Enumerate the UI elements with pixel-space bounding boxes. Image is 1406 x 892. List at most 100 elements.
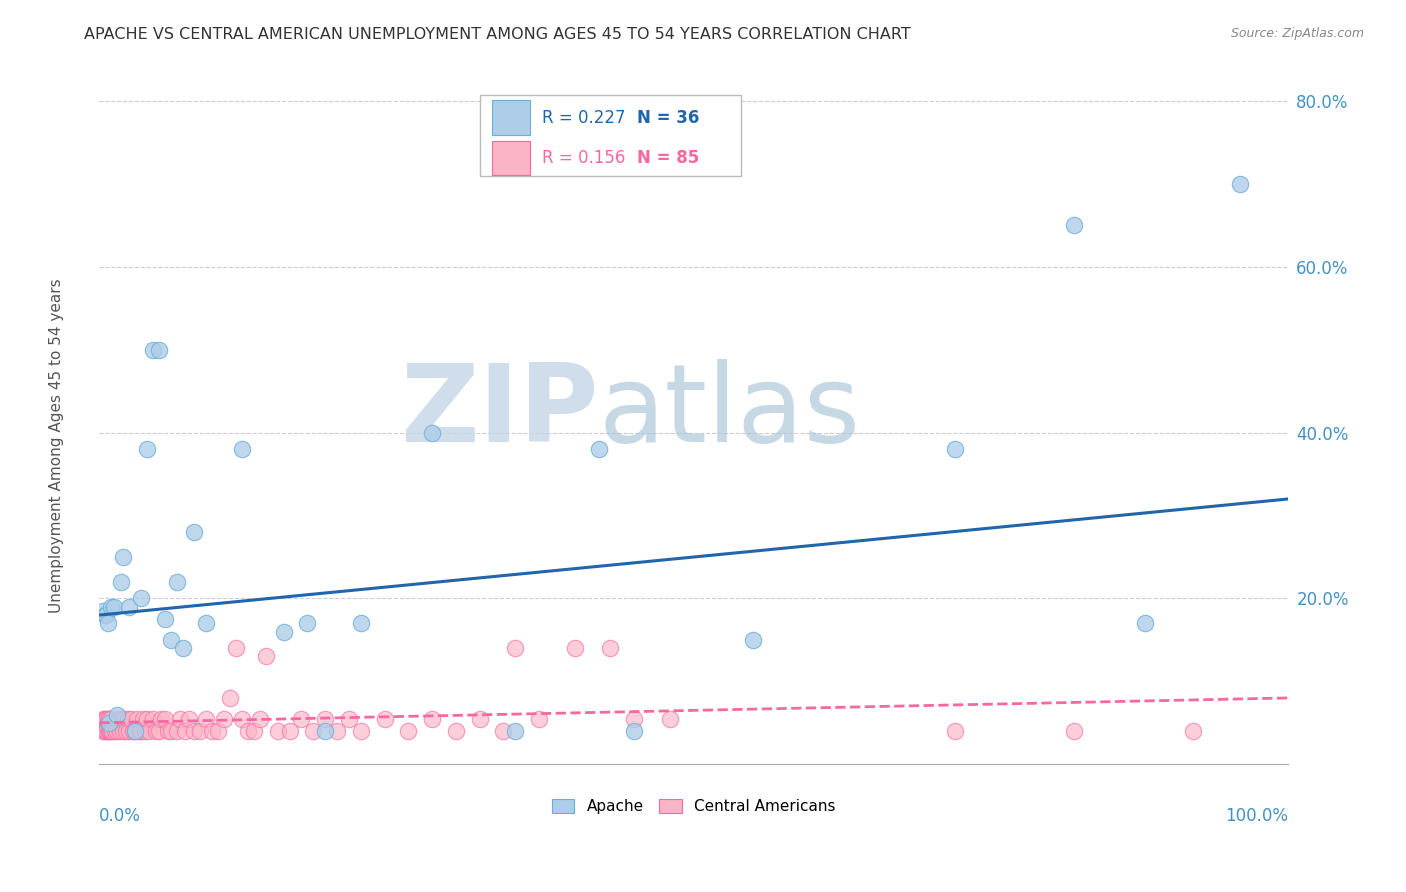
Point: [564, 641, 586, 656]
Point: [103, 715, 125, 730]
Point: [943, 442, 966, 457]
Text: 100.0%: 100.0%: [1225, 806, 1288, 824]
Point: [90, 715, 112, 730]
Point: [124, 724, 146, 739]
Point: [132, 712, 155, 726]
Point: [100, 712, 122, 726]
Point: [225, 641, 247, 656]
Point: [420, 712, 443, 726]
Point: [110, 712, 132, 726]
Point: [157, 724, 180, 739]
Point: [96, 608, 118, 623]
Text: N = 85: N = 85: [637, 149, 699, 167]
Point: [492, 724, 515, 739]
Text: APACHE VS CENTRAL AMERICAN UNEMPLOYMENT AMONG AGES 45 TO 54 YEARS CORRELATION CH: APACHE VS CENTRAL AMERICAN UNEMPLOYMENT …: [84, 27, 911, 42]
Point: [107, 712, 129, 726]
Point: [505, 641, 527, 656]
Text: N = 36: N = 36: [637, 109, 699, 127]
Point: [236, 724, 259, 739]
Point: [90, 715, 112, 730]
Point: [166, 574, 188, 589]
Point: [97, 715, 120, 730]
Point: [129, 591, 152, 606]
Point: [207, 724, 229, 739]
Point: [1063, 219, 1085, 233]
Point: [231, 442, 253, 457]
Point: [742, 632, 765, 647]
Point: [117, 712, 139, 726]
Point: [135, 712, 157, 726]
Point: [97, 724, 120, 739]
FancyBboxPatch shape: [492, 141, 530, 176]
Point: [444, 724, 467, 739]
Point: [142, 343, 165, 357]
Point: [201, 724, 224, 739]
Point: [527, 712, 550, 726]
Point: [105, 724, 128, 739]
Point: [588, 442, 610, 457]
Point: [623, 712, 645, 726]
Point: [177, 712, 200, 726]
Text: Source: ZipAtlas.com: Source: ZipAtlas.com: [1230, 27, 1364, 40]
Point: [120, 712, 142, 726]
Point: [94, 608, 117, 623]
Point: [91, 712, 114, 726]
Point: [254, 649, 277, 664]
Point: [145, 724, 167, 739]
Point: [420, 425, 443, 440]
Point: [183, 724, 205, 739]
Point: [153, 712, 176, 726]
Point: [278, 724, 301, 739]
Point: [174, 724, 197, 739]
Point: [101, 724, 124, 739]
Point: [91, 724, 114, 739]
Point: [396, 724, 419, 739]
Point: [110, 574, 132, 589]
Legend: Apache, Central Americans: Apache, Central Americans: [546, 793, 842, 820]
Text: Unemployment Among Ages 45 to 54 years: Unemployment Among Ages 45 to 54 years: [49, 278, 63, 614]
Point: [153, 612, 176, 626]
Point: [128, 724, 150, 739]
Point: [1063, 724, 1085, 739]
Point: [1181, 724, 1204, 739]
Point: [314, 724, 336, 739]
Point: [243, 724, 266, 739]
Point: [159, 632, 181, 647]
Point: [97, 724, 120, 739]
FancyBboxPatch shape: [479, 95, 741, 176]
Point: [623, 724, 645, 739]
Point: [273, 624, 295, 639]
Point: [97, 712, 120, 726]
Point: [94, 712, 117, 726]
Point: [219, 690, 242, 705]
Point: [350, 616, 373, 631]
Point: [314, 712, 336, 726]
Point: [108, 724, 131, 739]
Point: [350, 724, 373, 739]
Point: [505, 724, 527, 739]
Point: [105, 707, 128, 722]
Point: [658, 712, 681, 726]
Point: [302, 724, 325, 739]
Point: [124, 724, 146, 739]
Point: [195, 712, 218, 726]
Point: [297, 616, 319, 631]
FancyBboxPatch shape: [492, 100, 530, 135]
Point: [91, 604, 114, 618]
Point: [190, 724, 212, 739]
Point: [195, 616, 218, 631]
Text: 0.0%: 0.0%: [100, 806, 141, 824]
Point: [129, 724, 152, 739]
Point: [104, 724, 127, 739]
Point: [148, 724, 170, 739]
Point: [112, 724, 135, 739]
Point: [468, 712, 491, 726]
Text: atlas: atlas: [599, 359, 860, 465]
Point: [96, 724, 118, 739]
Text: ZIP: ZIP: [401, 359, 599, 465]
Point: [148, 343, 170, 357]
Point: [138, 724, 160, 739]
Point: [135, 442, 157, 457]
Point: [231, 712, 253, 726]
Point: [150, 712, 173, 726]
